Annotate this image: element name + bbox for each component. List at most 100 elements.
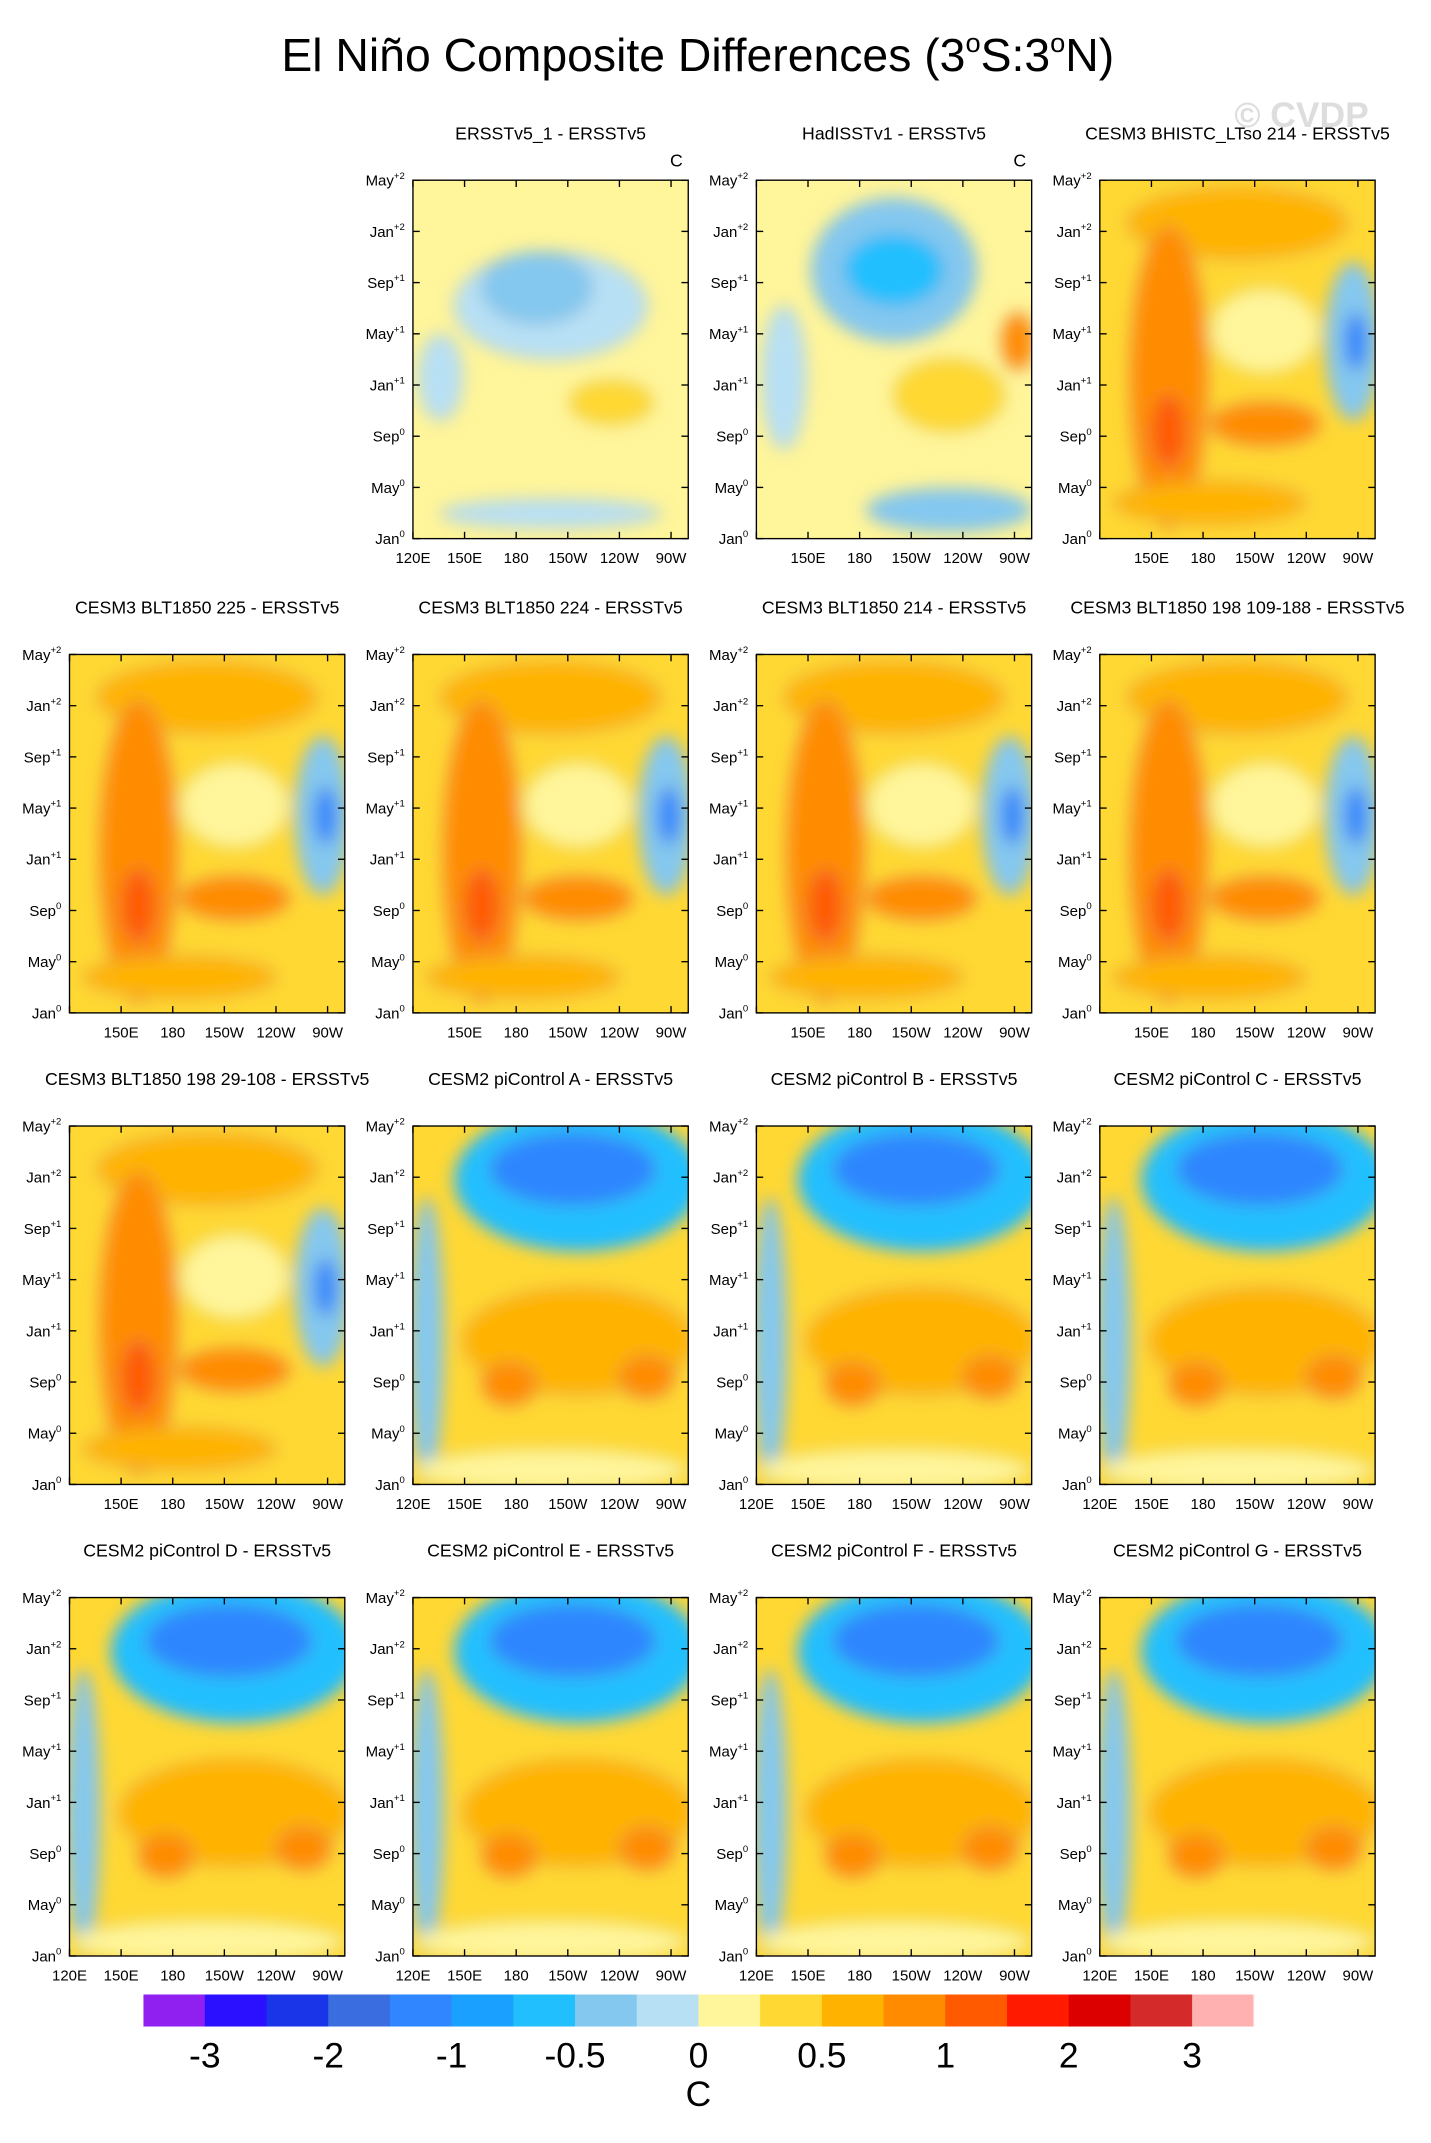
y-tick-sup: 0 bbox=[399, 901, 404, 912]
contour-blob bbox=[1000, 786, 1024, 845]
contour-blob bbox=[1151, 394, 1186, 468]
x-tick-label: 150W bbox=[205, 1024, 245, 1041]
y-tick-label: Sep+1 bbox=[24, 1691, 62, 1710]
field-blobs bbox=[418, 251, 662, 529]
y-tick-label: Jan+1 bbox=[713, 850, 748, 869]
y-tick-sup: +1 bbox=[737, 748, 748, 759]
y-tick-label: Sep0 bbox=[29, 1844, 61, 1863]
y-tick-month: Sep bbox=[24, 1221, 51, 1238]
contour-blob bbox=[99, 1172, 178, 1475]
contour-blob bbox=[569, 380, 653, 425]
y-tick-sup: 0 bbox=[399, 529, 404, 540]
colorbar-box bbox=[1007, 1994, 1070, 2027]
y-tick-sup: 0 bbox=[56, 1424, 61, 1435]
y-tick-month: May bbox=[366, 1744, 395, 1761]
y-tick-month: May bbox=[1052, 801, 1081, 818]
y-tick-month: Jan bbox=[713, 1323, 737, 1340]
field-blobs bbox=[761, 197, 1032, 532]
y-tick-label: Jan+2 bbox=[1057, 696, 1092, 715]
x-tick-label: 180 bbox=[504, 1496, 529, 1513]
y-tick-sup: +2 bbox=[50, 645, 61, 656]
y-tick-sup: 0 bbox=[743, 1895, 748, 1906]
y-tick-month: May bbox=[1058, 1897, 1087, 1914]
x-tick-label: 180 bbox=[504, 550, 529, 567]
y-tick-month: May bbox=[366, 647, 395, 664]
colorbar-box bbox=[760, 1994, 823, 2027]
y-tick-month: Jan bbox=[26, 1170, 50, 1187]
y-tick-month: Jan bbox=[370, 698, 394, 715]
y-tick-sup: +1 bbox=[737, 1742, 748, 1753]
y-tick-label: May0 bbox=[371, 1895, 405, 1914]
contour-blob bbox=[481, 1833, 538, 1878]
panel: CESM2 piControl D - ERSSTv5Jan0May0Sep0J… bbox=[22, 1541, 346, 1985]
contour-blob bbox=[1113, 955, 1307, 999]
y-tick-sup: 0 bbox=[399, 1895, 404, 1906]
colorbar-label: -2 bbox=[312, 2036, 344, 2076]
contour-blob bbox=[442, 700, 521, 1003]
y-tick-sup: 0 bbox=[399, 1475, 404, 1486]
y-tick-label: May+1 bbox=[22, 1742, 61, 1761]
y-tick-month: Sep bbox=[1060, 1374, 1087, 1391]
y-tick-sup: +2 bbox=[737, 645, 748, 656]
colorbar-frame bbox=[142, 1993, 1255, 2028]
y-tick-sup: +2 bbox=[737, 1168, 748, 1179]
panel-title: CESM2 piControl E - ERSSTv5 bbox=[427, 1541, 674, 1561]
x-tick-label: 120W bbox=[1287, 1496, 1327, 1513]
y-tick-label: May+2 bbox=[709, 171, 748, 190]
y-tick-month: Jan bbox=[375, 1477, 399, 1494]
y-tick-label: Sep+1 bbox=[711, 1219, 749, 1238]
field-blobs bbox=[1099, 1597, 1376, 1956]
field-blobs bbox=[412, 1597, 689, 1956]
y-tick-label: Sep+1 bbox=[367, 1691, 405, 1710]
contour-blob bbox=[1305, 1826, 1362, 1871]
x-tick-label: 180 bbox=[1191, 1496, 1216, 1513]
contour-blob bbox=[1099, 1448, 1376, 1485]
y-tick-label: Jan0 bbox=[375, 529, 404, 548]
y-tick-month: May bbox=[1052, 326, 1081, 343]
y-tick-month: Sep bbox=[1060, 429, 1087, 446]
y-tick-month: Sep bbox=[367, 749, 394, 766]
x-tick-label: 120E bbox=[739, 1968, 774, 1985]
y-tick-month: Jan bbox=[1057, 852, 1081, 869]
y-tick-sup: 0 bbox=[399, 427, 404, 438]
y-tick-sup: 0 bbox=[743, 427, 748, 438]
y-tick-month: May bbox=[709, 1272, 738, 1289]
y-tick-sup: +1 bbox=[1081, 799, 1092, 810]
y-tick-label: May+2 bbox=[366, 645, 405, 664]
y-tick-label: Jan+1 bbox=[713, 1321, 748, 1340]
y-tick-sup: 0 bbox=[743, 901, 748, 912]
contour-blob bbox=[489, 1604, 656, 1677]
y-tick-month: Sep bbox=[367, 1221, 394, 1238]
y-tick-sup: +1 bbox=[394, 1793, 405, 1804]
x-tick-label: 150E bbox=[1134, 1024, 1169, 1041]
x-tick-label: 120W bbox=[256, 1024, 296, 1041]
contour-blob bbox=[82, 955, 277, 999]
y-tick-label: Jan+2 bbox=[713, 1168, 748, 1187]
y-tick-month: May bbox=[371, 480, 400, 497]
x-tick-label: 120W bbox=[943, 1024, 983, 1041]
y-tick-sup: 0 bbox=[56, 901, 61, 912]
field-blobs bbox=[82, 661, 345, 1003]
colorbar-box bbox=[1068, 1994, 1131, 2027]
contour-field bbox=[412, 654, 689, 1013]
x-tick-label: 90W bbox=[1343, 1496, 1375, 1513]
title-part: o bbox=[1050, 27, 1065, 58]
y-tick-month: May bbox=[715, 954, 744, 971]
y-tick-month: May bbox=[715, 1426, 744, 1443]
x-tick-label: 150W bbox=[548, 1968, 588, 1985]
field-blobs bbox=[426, 661, 689, 1003]
panel-frame bbox=[412, 179, 689, 540]
x-tick-label: 180 bbox=[160, 1024, 185, 1041]
y-tick-label: May+1 bbox=[1052, 1742, 1091, 1761]
y-tick-label: May0 bbox=[715, 1424, 749, 1443]
y-tick-sup: +1 bbox=[1081, 1691, 1092, 1702]
x-tick-label: 120W bbox=[1287, 1024, 1327, 1041]
contour-blob bbox=[833, 1132, 1000, 1206]
y-tick-month: May bbox=[1052, 1272, 1081, 1289]
colorbar-label: -1 bbox=[436, 2036, 468, 2076]
x-tick-label: 120W bbox=[943, 1496, 983, 1513]
y-tick-month: Jan bbox=[713, 1795, 737, 1812]
y-tick-month: May bbox=[22, 1744, 51, 1761]
y-tick-label: Jan+2 bbox=[1057, 222, 1092, 241]
